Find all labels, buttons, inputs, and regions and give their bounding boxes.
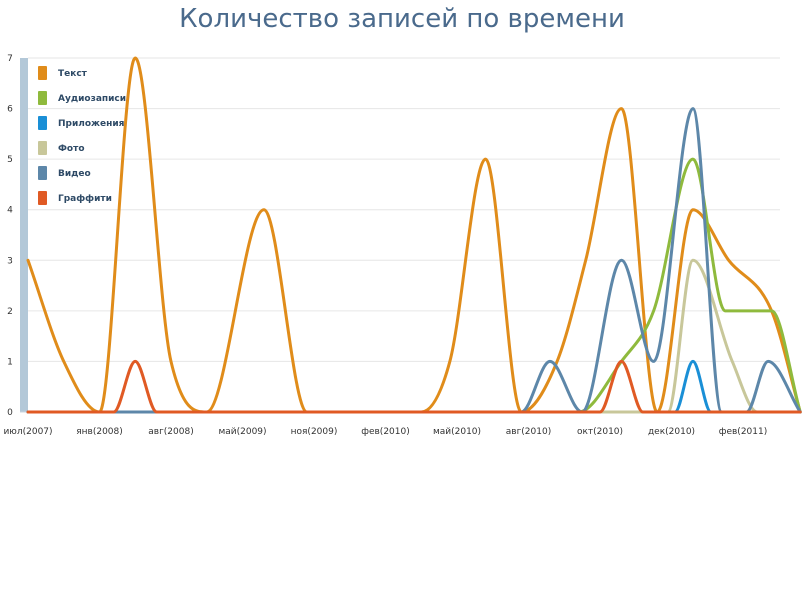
x-tick-label: фев(2010)	[361, 427, 409, 437]
y-tick-label: 4	[7, 206, 13, 216]
x-tick-label: май(2010)	[433, 427, 481, 437]
legend-label: Приложения	[58, 119, 125, 129]
legend-swatch	[38, 66, 47, 80]
y-axis-ticks: 0 1 2 3 4 5 6 7	[7, 54, 13, 418]
y-tick-label: 0	[7, 408, 13, 418]
legend-label: Текст	[58, 69, 88, 79]
series-line	[26, 359, 802, 414]
y-tick-label: 2	[7, 307, 13, 317]
legend-swatch	[38, 166, 47, 180]
series-line	[26, 56, 802, 414]
y-tick-label: 1	[7, 357, 13, 367]
x-tick-label: авг(2010)	[506, 427, 551, 437]
legend: Текст Аудиозаписи Приложения Фото Видео Графф…	[38, 66, 126, 205]
series-lines	[26, 56, 802, 414]
x-axis-ticks: июл(2007) янв(2008) авг(2008) май(2009) ноя(…	[3, 427, 767, 437]
legend-swatch	[38, 91, 47, 105]
legend-label: Фото	[58, 144, 85, 154]
x-tick-label: фев(2011)	[719, 427, 767, 437]
legend-swatch	[38, 116, 47, 130]
x-tick-label: май(2009)	[218, 427, 266, 437]
x-tick-label: дек(2010)	[648, 427, 695, 437]
y-tick-label: 7	[7, 54, 13, 64]
legend-label: Аудиозаписи	[58, 94, 126, 104]
x-tick-label: авг(2008)	[148, 427, 193, 437]
y-tick-label: 5	[7, 155, 13, 165]
x-tick-label: янв(2008)	[76, 427, 123, 437]
y-tick-label: 3	[7, 256, 13, 266]
y-axis-bar	[20, 58, 28, 412]
x-tick-label: июл(2007)	[3, 427, 52, 437]
legend-swatch	[38, 141, 47, 155]
x-tick-label: окт(2010)	[577, 427, 623, 437]
legend-label: Видео	[58, 169, 91, 179]
series-line	[26, 359, 802, 414]
y-tick-label: 6	[7, 105, 13, 115]
legend-swatch	[38, 191, 47, 205]
chart-title: Количество записей по времени	[179, 4, 625, 34]
x-tick-label: ноя(2009)	[291, 427, 338, 437]
grid-lines	[28, 57, 780, 362]
legend-label: Граффити	[58, 194, 112, 204]
series-line	[26, 157, 802, 414]
